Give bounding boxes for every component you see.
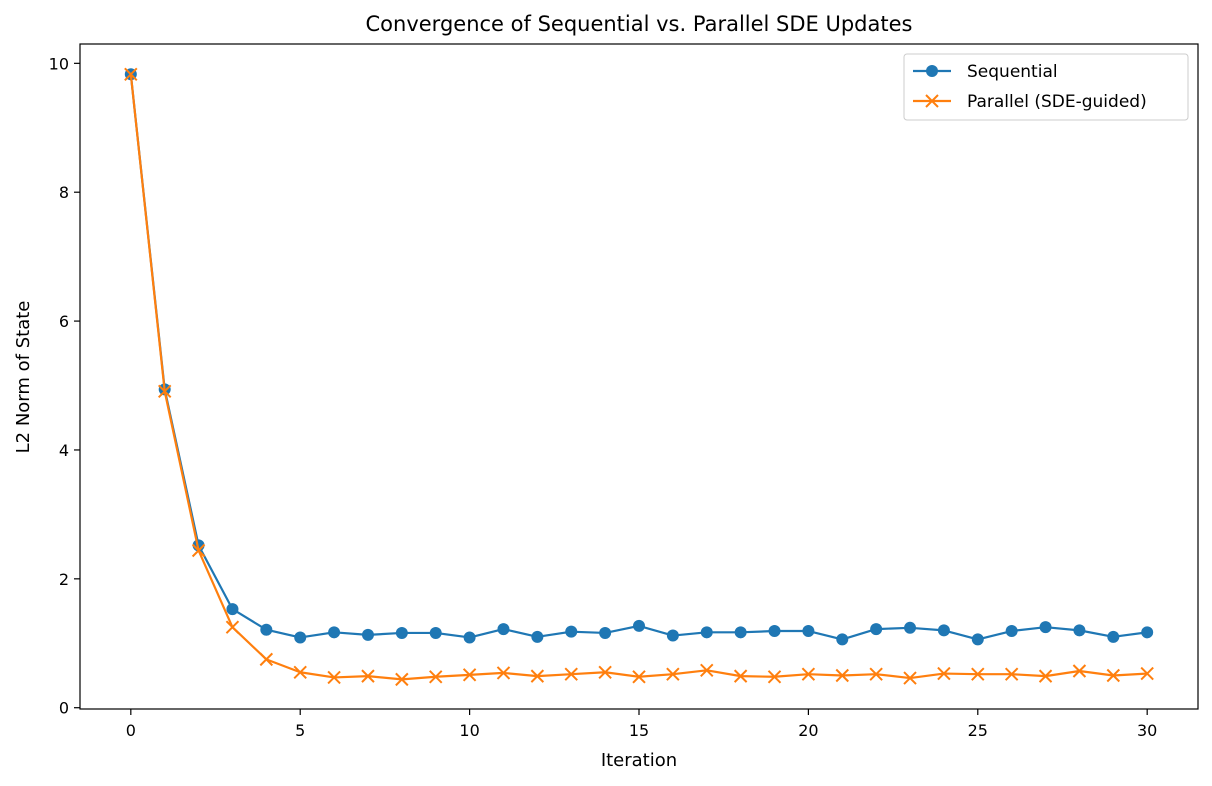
data-point-sequential — [531, 630, 544, 643]
data-point-parallel — [124, 67, 138, 81]
legend-label-parallel: Parallel (SDE-guided) — [967, 92, 1147, 112]
y-tick-label: 2 — [59, 570, 69, 589]
data-point-sequential — [734, 626, 747, 639]
data-point-parallel — [733, 669, 748, 683]
series-sequential — [124, 68, 1154, 646]
data-point-parallel — [666, 667, 680, 681]
series-layer — [124, 67, 1154, 687]
y-axis: 0 2 4 6 8 10 — [49, 54, 80, 718]
data-point-parallel — [157, 384, 172, 399]
data-point-parallel — [327, 670, 341, 685]
x-tick-label: 30 — [1137, 721, 1157, 740]
data-point-sequential — [497, 623, 510, 636]
legend-box — [903, 53, 1189, 121]
data-point-sequential — [768, 625, 781, 638]
data-point-parallel — [1038, 669, 1053, 683]
data-point-sequential — [429, 626, 442, 639]
data-point-sequential — [633, 619, 645, 632]
data-point-parallel — [632, 670, 646, 684]
data-point-sequential — [1141, 626, 1154, 639]
data-point-parallel — [598, 665, 612, 679]
data-point-sequential — [565, 625, 578, 638]
data-point-sequential — [1073, 624, 1086, 637]
y-tick-label: 6 — [59, 312, 69, 331]
data-point-sequential — [904, 621, 917, 634]
data-point-parallel — [869, 667, 883, 681]
data-point-sequential — [226, 603, 239, 616]
y-tick-label: 4 — [59, 441, 69, 460]
y-tick-label: 8 — [59, 183, 69, 202]
data-point-parallel — [1140, 666, 1154, 681]
data-point-sequential — [836, 633, 849, 646]
legend-marker-x-icon — [925, 94, 939, 108]
series-parallel — [124, 67, 1154, 687]
data-point-parallel — [429, 670, 443, 684]
data-point-sequential — [260, 623, 273, 636]
data-point-sequential — [666, 629, 679, 642]
data-point-sequential — [1039, 621, 1052, 634]
data-point-parallel — [1004, 667, 1019, 681]
chart-title: Convergence of Sequential vs. Parallel S… — [366, 12, 913, 36]
data-point-parallel — [395, 672, 409, 687]
legend: Sequential Parallel (SDE-guided) — [903, 53, 1189, 121]
data-point-parallel — [700, 663, 714, 678]
y-tick-label: 0 — [59, 699, 69, 718]
data-point-sequential — [870, 623, 883, 636]
data-point-sequential — [463, 631, 476, 644]
data-point-parallel — [259, 652, 274, 667]
data-point-parallel — [801, 667, 816, 681]
legend-label-sequential: Sequential — [967, 62, 1058, 82]
data-point-sequential — [328, 626, 341, 639]
data-point-parallel — [293, 665, 307, 679]
data-point-parallel — [530, 669, 545, 683]
data-point-parallel — [191, 543, 206, 558]
data-point-parallel — [361, 669, 375, 683]
data-point-sequential — [937, 624, 950, 637]
x-tick-label: 10 — [459, 721, 479, 740]
x-tick-label: 5 — [295, 721, 305, 740]
data-point-parallel — [225, 620, 240, 634]
data-point-sequential — [1005, 625, 1018, 638]
data-point-parallel — [767, 670, 782, 684]
x-tick-label: 20 — [798, 721, 818, 740]
data-point-parallel — [1072, 664, 1087, 678]
x-axis-label: Iteration — [601, 750, 677, 771]
y-axis-label: L2 Norm of State — [13, 301, 34, 454]
x-tick-label: 25 — [968, 721, 988, 740]
data-point-parallel — [1106, 668, 1121, 683]
y-tick-label: 10 — [49, 54, 69, 73]
data-point-parallel — [903, 671, 917, 685]
data-point-sequential — [1107, 630, 1120, 643]
data-point-parallel — [971, 667, 985, 681]
data-point-parallel — [937, 666, 951, 681]
x-tick-label: 15 — [629, 721, 649, 740]
data-point-sequential — [971, 633, 984, 646]
data-point-parallel — [496, 666, 511, 680]
x-axis: 0 5 10 15 20 25 30 — [126, 709, 1157, 740]
data-point-parallel — [462, 668, 477, 682]
data-point-sequential — [395, 626, 408, 639]
legend-marker-circle-icon — [926, 65, 938, 77]
data-point-sequential — [361, 628, 374, 641]
data-point-parallel — [564, 667, 578, 681]
x-tick-label: 0 — [126, 721, 136, 740]
data-point-sequential — [599, 626, 612, 639]
data-point-sequential — [294, 631, 307, 644]
data-point-parallel — [835, 668, 849, 683]
data-point-sequential — [700, 626, 713, 639]
data-point-sequential — [802, 625, 815, 638]
